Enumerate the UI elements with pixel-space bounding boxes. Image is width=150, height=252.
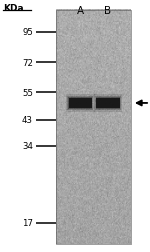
Text: 34: 34 [22, 142, 33, 151]
Bar [66, 94, 95, 113]
Bar [96, 99, 120, 108]
Bar [69, 99, 92, 108]
Text: B: B [104, 6, 112, 16]
Text: 43: 43 [22, 116, 33, 125]
Text: A: A [77, 6, 84, 16]
Text: 17: 17 [22, 218, 33, 228]
Bar [94, 94, 122, 113]
Bar [56, 11, 130, 244]
Bar [96, 98, 120, 109]
Bar [67, 97, 93, 111]
Bar [95, 97, 121, 111]
Text: 95: 95 [22, 28, 33, 37]
Text: 72: 72 [22, 59, 33, 68]
Bar [68, 98, 92, 109]
Text: KDa: KDa [3, 4, 24, 13]
Text: 55: 55 [22, 88, 33, 98]
